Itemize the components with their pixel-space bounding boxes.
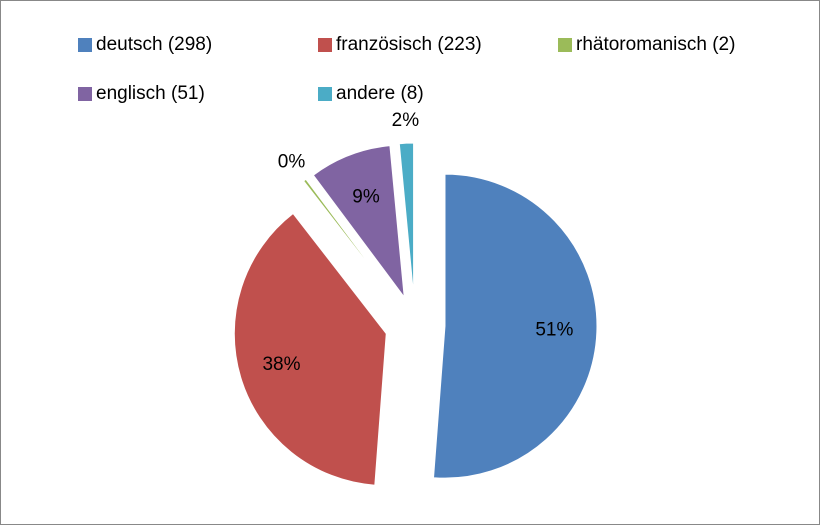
- pie-slice: [432, 173, 598, 479]
- legend-label: französisch (223): [336, 34, 482, 55]
- legend-swatch: [558, 38, 572, 52]
- data-label: 51%: [535, 319, 573, 340]
- legend-label: englisch (51): [96, 83, 205, 104]
- legend-swatch: [318, 87, 332, 101]
- legend-label: rhätoromanisch (2): [576, 34, 735, 55]
- pie-slice: [302, 178, 398, 302]
- legend-swatch: [78, 38, 92, 52]
- data-label: 38%: [262, 354, 300, 375]
- legend-label: deutsch (298): [96, 34, 212, 55]
- legend-swatch: [318, 38, 332, 52]
- legend-label: andere (8): [336, 83, 424, 104]
- legend-swatch: [78, 87, 92, 101]
- pie-slice: [398, 142, 415, 296]
- data-label: 2%: [392, 110, 420, 131]
- pie-slice: [233, 212, 387, 486]
- data-label: 0%: [278, 152, 306, 173]
- data-label: 9%: [352, 187, 380, 208]
- pie-slice: [312, 145, 405, 299]
